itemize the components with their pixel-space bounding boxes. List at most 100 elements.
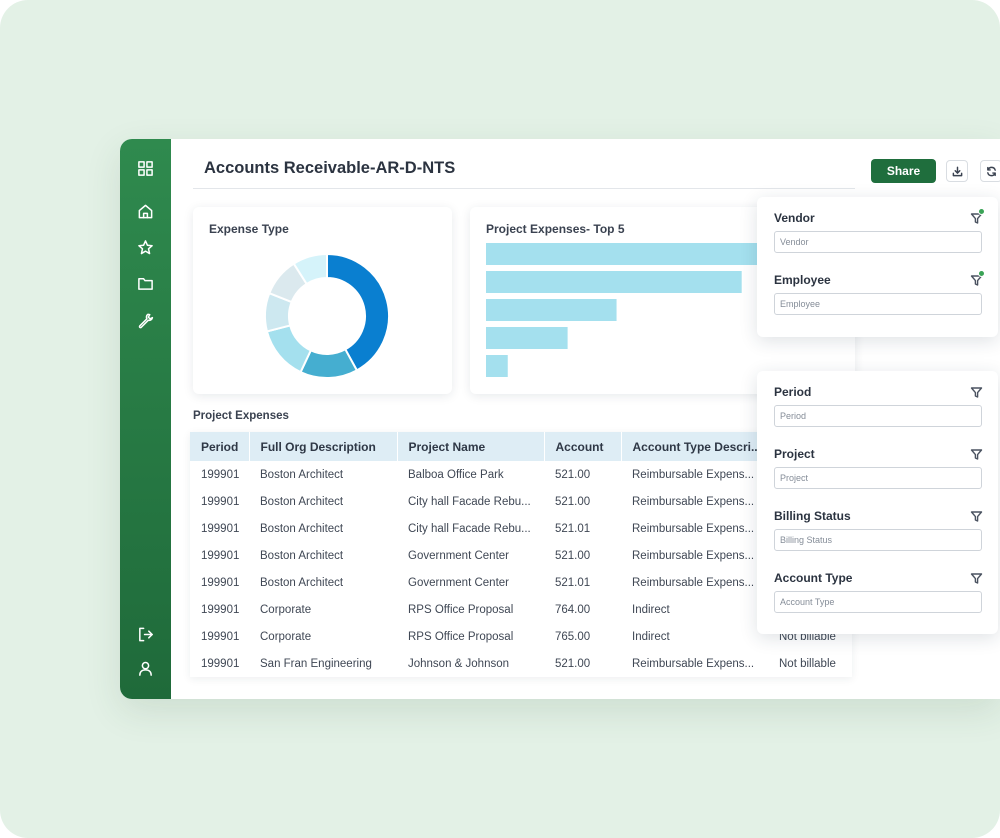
cell-account-type: Reimbursable Expens... (632, 576, 755, 589)
app-window: Accounts Receivable-AR-D-NTS Share Expen… (120, 139, 1000, 699)
filter-input-project[interactable] (774, 467, 982, 489)
column-header-project-name[interactable]: Project Name (397, 432, 545, 461)
table-row[interactable]: 199901 San Fran Engineering Johnson & John… (190, 650, 852, 677)
sidebar (120, 139, 171, 699)
cell-account: 521.01 (555, 522, 591, 535)
filter-label-account-type: Account Type (774, 571, 853, 585)
cell-account: 521.00 (555, 549, 591, 562)
cell-account: 764.00 (555, 603, 591, 616)
cell-period: 199901 (201, 630, 240, 643)
table-row[interactable]: 199901 Boston Architect Balboa Office Park… (190, 461, 852, 488)
filter-label-billing-status: Billing Status (774, 509, 851, 523)
user-icon[interactable] (136, 659, 154, 677)
filter-label-period: Period (774, 385, 812, 399)
filter-input-vendor[interactable] (774, 231, 982, 253)
table-row[interactable]: 199901 Boston Architect Government Center 5… (190, 542, 852, 569)
cell-account: 521.00 (555, 468, 591, 481)
cell-account: 521.00 (555, 495, 591, 508)
cell-period: 199901 (201, 495, 240, 508)
cell-full-org-description: Corporate (260, 630, 312, 643)
grid-icon[interactable] (136, 159, 154, 177)
filter-funnel-icon[interactable] (970, 386, 983, 399)
refresh-button[interactable] (980, 160, 1000, 182)
share-button[interactable]: Share (871, 159, 936, 183)
cell-account: 521.00 (555, 657, 591, 670)
filter-label-vendor: Vendor (774, 211, 815, 225)
cell-full-org-description: Boston Architect (260, 468, 344, 481)
cell-period: 199901 (201, 603, 240, 616)
home-icon[interactable] (136, 202, 154, 220)
filter-label-project: Project (774, 447, 815, 461)
table-row[interactable]: 199901 Corporate RPS Office Proposal 764.00… (190, 596, 852, 623)
folder-icon[interactable] (136, 274, 154, 292)
cell-account: 765.00 (555, 630, 591, 643)
top5-title: Project Expenses- Top 5 (486, 222, 625, 236)
expense-type-card: Expense Type (193, 207, 452, 394)
cell-project-name: RPS Office Proposal (408, 603, 514, 616)
top5-bar[interactable] (486, 299, 617, 321)
download-icon (952, 166, 962, 176)
table-row[interactable]: 199901 Boston Architect City hall Facade R… (190, 488, 852, 515)
cell-account-type: Reimbursable Expens... (632, 549, 755, 562)
cell-account-type: Reimbursable Expens... (632, 522, 755, 535)
logout-icon[interactable] (136, 625, 154, 643)
cell-account-type: Reimbursable Expens... (632, 468, 755, 481)
cell-project-name: Government Center (408, 576, 509, 589)
title-divider (193, 188, 855, 189)
cell-period: 199901 (201, 657, 240, 670)
expense-type-donut-chart (264, 252, 390, 379)
top5-bar[interactable] (486, 271, 742, 293)
top5-bar[interactable] (486, 327, 568, 349)
page-title: Accounts Receivable-AR-D-NTS (204, 159, 456, 177)
cell-account-type: Reimbursable Expens... (632, 657, 755, 670)
table-row[interactable]: 199901 Boston Architect City hall Facade R… (190, 515, 852, 542)
top5-bar[interactable] (486, 243, 758, 265)
cell-project-name: RPS Office Proposal (408, 630, 514, 643)
column-header-account[interactable]: Account (544, 432, 622, 461)
column-header-full-org-description[interactable]: Full Org Description (249, 432, 398, 461)
cell-account: 521.01 (555, 576, 591, 589)
cell-project-name: City hall Facade Rebu... (408, 522, 531, 535)
cell-account-type: Reimbursable Expens... (632, 495, 755, 508)
donut-slice[interactable] (265, 324, 313, 374)
filter-active-indicator (978, 270, 985, 277)
download-button[interactable] (946, 160, 968, 182)
cell-period: 199901 (201, 549, 240, 562)
donut-slice[interactable] (292, 252, 328, 286)
cell-billing: Not billable (779, 657, 836, 670)
filter-panel-vendor-employee: Vendor Employee (757, 197, 998, 337)
cell-period: 199901 (201, 576, 240, 589)
filter-input-employee[interactable] (774, 293, 982, 315)
cell-full-org-description: San Fran Engineering (260, 657, 372, 670)
filter-funnel-icon[interactable] (970, 510, 983, 523)
project-expenses-title: Project Expenses (193, 410, 289, 422)
cell-full-org-description: Boston Architect (260, 576, 344, 589)
wrench-icon[interactable] (136, 311, 154, 329)
table-header-row: Period Full Org Description Project Name… (190, 432, 852, 461)
table-row[interactable]: 199901 Corporate RPS Office Proposal 765.00… (190, 623, 852, 650)
cell-project-name: Balboa Office Park (408, 468, 504, 481)
cell-period: 199901 (201, 468, 240, 481)
filter-input-account-type[interactable] (774, 591, 982, 613)
cell-full-org-description: Boston Architect (260, 522, 344, 535)
filter-active-indicator (978, 208, 985, 215)
project-expenses-table: Period Full Org Description Project Name… (190, 432, 852, 677)
cell-period: 199901 (201, 522, 240, 535)
filter-funnel-icon[interactable] (970, 572, 983, 585)
filter-input-billing-status[interactable] (774, 529, 982, 551)
column-header-period[interactable]: Period (190, 432, 250, 461)
filter-label-employee: Employee (774, 273, 831, 287)
cell-account-type: Indirect (632, 630, 670, 643)
star-icon[interactable] (136, 238, 154, 256)
refresh-icon (986, 166, 996, 176)
table-row[interactable]: 199901 Boston Architect Government Center 5… (190, 569, 852, 596)
expense-type-title: Expense Type (209, 222, 289, 236)
cell-project-name: City hall Facade Rebu... (408, 495, 531, 508)
filter-funnel-icon[interactable] (970, 448, 983, 461)
cell-project-name: Johnson & Johnson (408, 657, 510, 670)
column-header-account-type[interactable]: Account Type Descri... (621, 432, 769, 461)
filter-input-period[interactable] (774, 405, 982, 427)
cell-full-org-description: Corporate (260, 603, 312, 616)
top5-bar[interactable] (486, 355, 508, 377)
donut-slice[interactable] (326, 252, 390, 372)
